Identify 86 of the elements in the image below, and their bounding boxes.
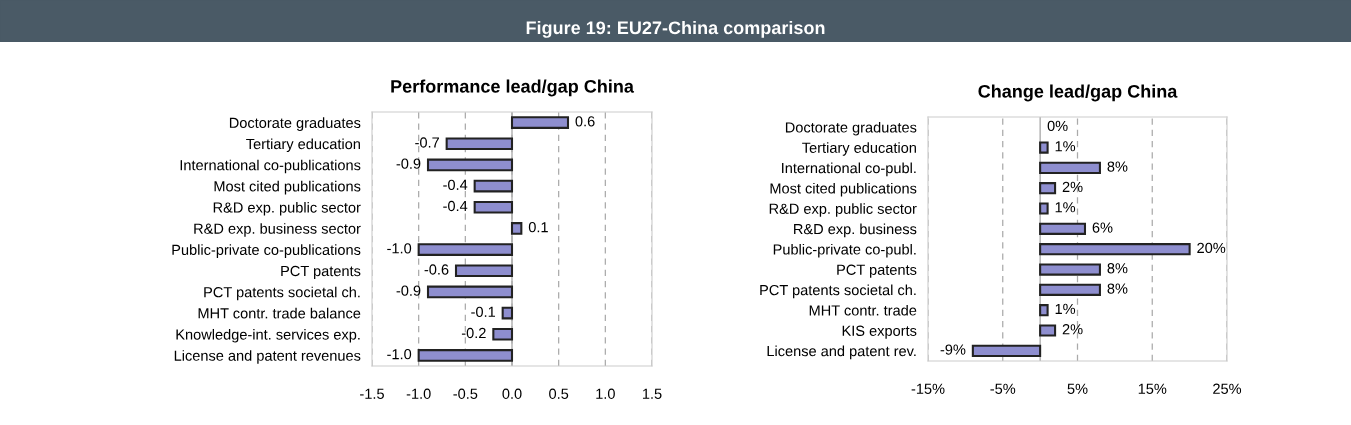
y-tick-label: R&D exp. public sector	[769, 203, 917, 217]
x-tick-label: -5%	[990, 383, 1016, 394]
data-label: -0.6	[424, 264, 449, 275]
data-label: -0.9	[396, 158, 421, 169]
bar	[1039, 202, 1049, 215]
bar	[445, 137, 514, 151]
y-tick-label: PCT patents societal ch.	[204, 286, 360, 301]
x-tick-label: 25%	[1213, 383, 1242, 394]
data-label: -0.2	[461, 327, 486, 339]
bar	[1039, 263, 1101, 276]
y-tick-label: R&D exp. public sector	[213, 201, 361, 216]
x-tick-label: 0.0	[502, 388, 522, 399]
x-tick-label: 0.5	[549, 388, 569, 399]
y-tick-label: License and patent revenues	[174, 350, 361, 364]
y-tick-label: MHT contr. trade balance	[198, 307, 361, 319]
x-tick-label: -1.0	[406, 388, 431, 399]
y-tick-label: R&D exp. business sector	[194, 223, 361, 237]
data-label: -0.7	[415, 137, 439, 148]
bar	[971, 344, 1042, 357]
y-tick-label: International co-publications	[180, 159, 361, 174]
y-tick-label: Knowledge-int. services exp.	[176, 328, 360, 343]
bar	[473, 179, 514, 193]
data-label: -0.9	[396, 285, 421, 296]
data-label: -1.0	[387, 243, 412, 254]
bar	[426, 285, 514, 299]
text: Figure 19: EU27-China comparison	[526, 20, 825, 38]
data-label: 1%	[1055, 141, 1076, 152]
chart-title: Change lead/gap China	[978, 84, 1178, 102]
data-label: 0%	[1047, 120, 1068, 132]
y-tick-label: PCT patents	[281, 265, 361, 280]
x-tick-label: 15%	[1138, 383, 1167, 394]
y-tick-label: Doctorate graduates	[229, 117, 361, 131]
data-label: 2%	[1062, 324, 1083, 335]
data-label: 8%	[1107, 161, 1128, 172]
y-tick-label: KIS exports	[842, 325, 917, 339]
data-label: -1.0	[387, 349, 412, 360]
y-tick-label: International co-publ.	[782, 162, 916, 177]
y-tick-label: R&D exp. business	[794, 223, 917, 238]
bar	[426, 158, 514, 172]
x-tick-label: -1.5	[360, 388, 384, 399]
bar	[492, 327, 514, 341]
bar	[501, 306, 514, 320]
bar	[1039, 222, 1087, 235]
data-label: 20%	[1197, 242, 1226, 254]
data-label: 2%	[1062, 181, 1083, 193]
data-label: 0.6	[575, 116, 595, 127]
bar	[510, 222, 523, 235]
data-label: 6%	[1092, 222, 1113, 233]
x-tick-label: 1.5	[642, 388, 662, 399]
y-tick-label: License and patent rev.	[767, 345, 916, 360]
data-label: 0.1	[528, 222, 548, 233]
data-label: -0.4	[443, 200, 468, 212]
data-label: -0.1	[471, 306, 496, 317]
y-tick-label: Public-private co-publ.	[773, 243, 916, 258]
data-label: -9%	[940, 344, 966, 355]
bar	[454, 264, 514, 278]
x-tick-label: 1.0	[596, 388, 615, 399]
x-tick-label: -15%	[911, 383, 945, 394]
y-tick-label: PCT patents	[837, 264, 917, 278]
bar	[417, 243, 514, 256]
y-tick-label: Public-private co-publications	[172, 244, 361, 258]
y-tick-label: Most cited publications	[770, 182, 917, 197]
data-label: -0.4	[443, 179, 468, 190]
bar	[1039, 243, 1191, 256]
bar	[1039, 283, 1101, 296]
chart-title: Performance lead/gap China	[391, 79, 635, 97]
bar	[473, 200, 514, 214]
x-tick-label: -0.5	[453, 388, 478, 399]
bar	[1039, 161, 1101, 174]
data-label: 1%	[1055, 202, 1076, 213]
y-tick-label: MHT contr. trade	[809, 304, 917, 316]
y-tick-label: Doctorate graduates	[785, 121, 917, 136]
data-label: 8%	[1107, 263, 1128, 274]
bar	[1039, 304, 1049, 317]
y-tick-label: Tertiary education	[802, 142, 916, 156]
bar	[1039, 141, 1049, 154]
bar	[417, 349, 514, 362]
data-label: 8%	[1107, 283, 1128, 294]
bar	[510, 116, 570, 129]
y-tick-label: Tertiary education	[246, 138, 360, 153]
bar	[1039, 182, 1057, 195]
y-tick-label: Most cited publications	[214, 180, 361, 195]
y-tick-label: PCT patents societal ch.	[760, 284, 916, 299]
x-tick-label: 5%	[1067, 383, 1088, 394]
data-label: 1%	[1055, 303, 1076, 315]
bar	[1039, 324, 1057, 337]
